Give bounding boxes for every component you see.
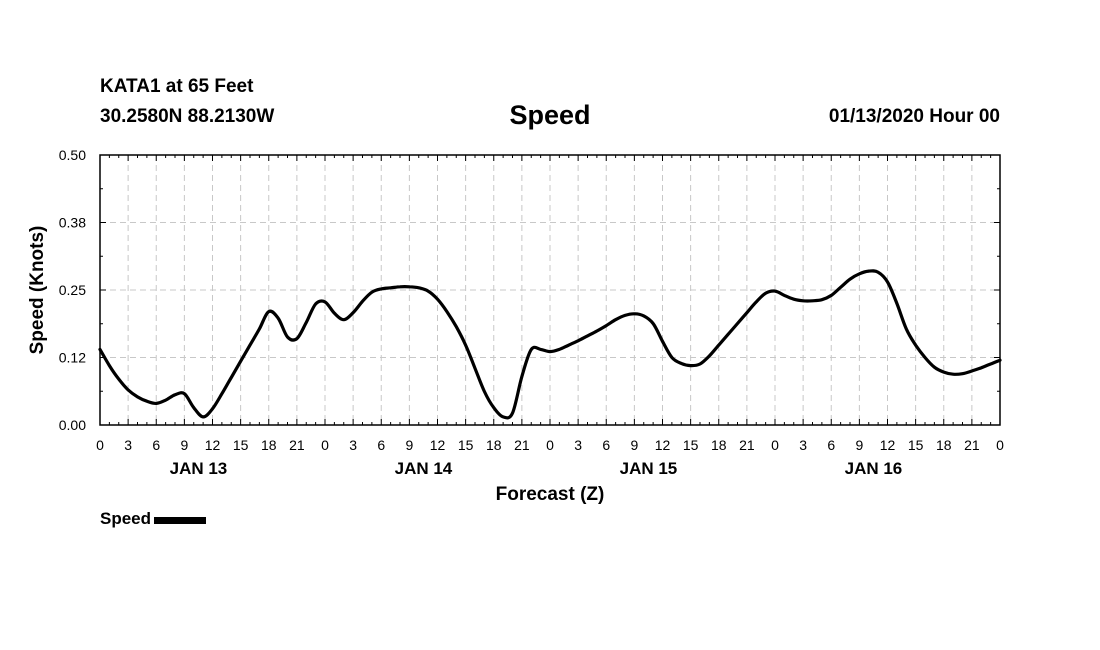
x-tick-label: 0 [96, 437, 104, 453]
x-tick-label: 18 [711, 437, 727, 453]
x-tick-label: 21 [514, 437, 530, 453]
x-tick-label: 3 [799, 437, 807, 453]
x-tick-label: 0 [771, 437, 779, 453]
x-tick-label: 12 [205, 437, 221, 453]
axis-labels: 0 3 6 9 12 15 18 21 0 3 6 9 12 15 18 21 0 3 6 9 12 15 18 21 0 3 6 9… [27, 147, 1004, 505]
x-axis-title: Forecast (Z) [496, 484, 605, 505]
x-tick-label: 6 [377, 437, 385, 453]
x-tick-label: 9 [855, 437, 863, 453]
x-tick-label: 0 [546, 437, 554, 453]
day-label: JAN 14 [395, 459, 453, 478]
x-tick-label: 3 [349, 437, 357, 453]
x-tick-label: 9 [630, 437, 638, 453]
speed-series-line [98, 269, 1002, 420]
day-label: JAN 13 [170, 459, 228, 478]
x-tick-label: 3 [574, 437, 582, 453]
series-layer [98, 269, 1002, 420]
x-tick-label: 9 [405, 437, 413, 453]
y-axis-title: Speed (Knots) [27, 226, 48, 355]
station-label: KATA1 at 65 Feet [100, 76, 254, 97]
x-tick-label: 0 [996, 437, 1004, 453]
x-tick-label: 15 [683, 437, 699, 453]
coordinates-label: 30.2580N 88.2130W [100, 106, 275, 127]
forecast-datetime: 01/13/2020 Hour 00 [828, 106, 1000, 127]
x-tick-label: 6 [602, 437, 610, 453]
x-tick-label: 15 [908, 437, 924, 453]
plot-frame [99, 154, 1001, 426]
x-tick-label: 18 [936, 437, 952, 453]
legend-label: Speed [100, 509, 152, 528]
x-tick-label: 6 [152, 437, 160, 453]
grid-lines [100, 155, 1000, 425]
x-tick-label: 18 [261, 437, 277, 453]
legend: Speed [100, 509, 207, 529]
y-tick-label: 0.00 [59, 417, 86, 433]
legend-swatch [154, 517, 207, 524]
y-tick-label: 0.25 [59, 282, 86, 298]
x-tick-label: 15 [458, 437, 474, 453]
x-tick-label: 21 [289, 437, 305, 453]
y-tick-label: 0.12 [59, 350, 86, 366]
x-tick-label: 9 [180, 437, 188, 453]
day-label: JAN 15 [620, 459, 678, 478]
x-tick-label: 21 [739, 437, 755, 453]
day-label: JAN 16 [845, 459, 903, 478]
x-tick-label: 0 [321, 437, 329, 453]
x-tick-label: 15 [233, 437, 249, 453]
x-tick-label: 12 [880, 437, 896, 453]
y-tick-label: 0.50 [59, 147, 86, 163]
y-tick-label: 0.38 [59, 215, 86, 231]
x-tick-label: 18 [486, 437, 502, 453]
x-tick-label: 3 [124, 437, 132, 453]
chart-title: Speed [509, 100, 591, 130]
x-tick-label: 6 [827, 437, 835, 453]
x-tick-label: 12 [430, 437, 446, 453]
x-tick-label: 12 [655, 437, 671, 453]
x-tick-label: 21 [964, 437, 980, 453]
